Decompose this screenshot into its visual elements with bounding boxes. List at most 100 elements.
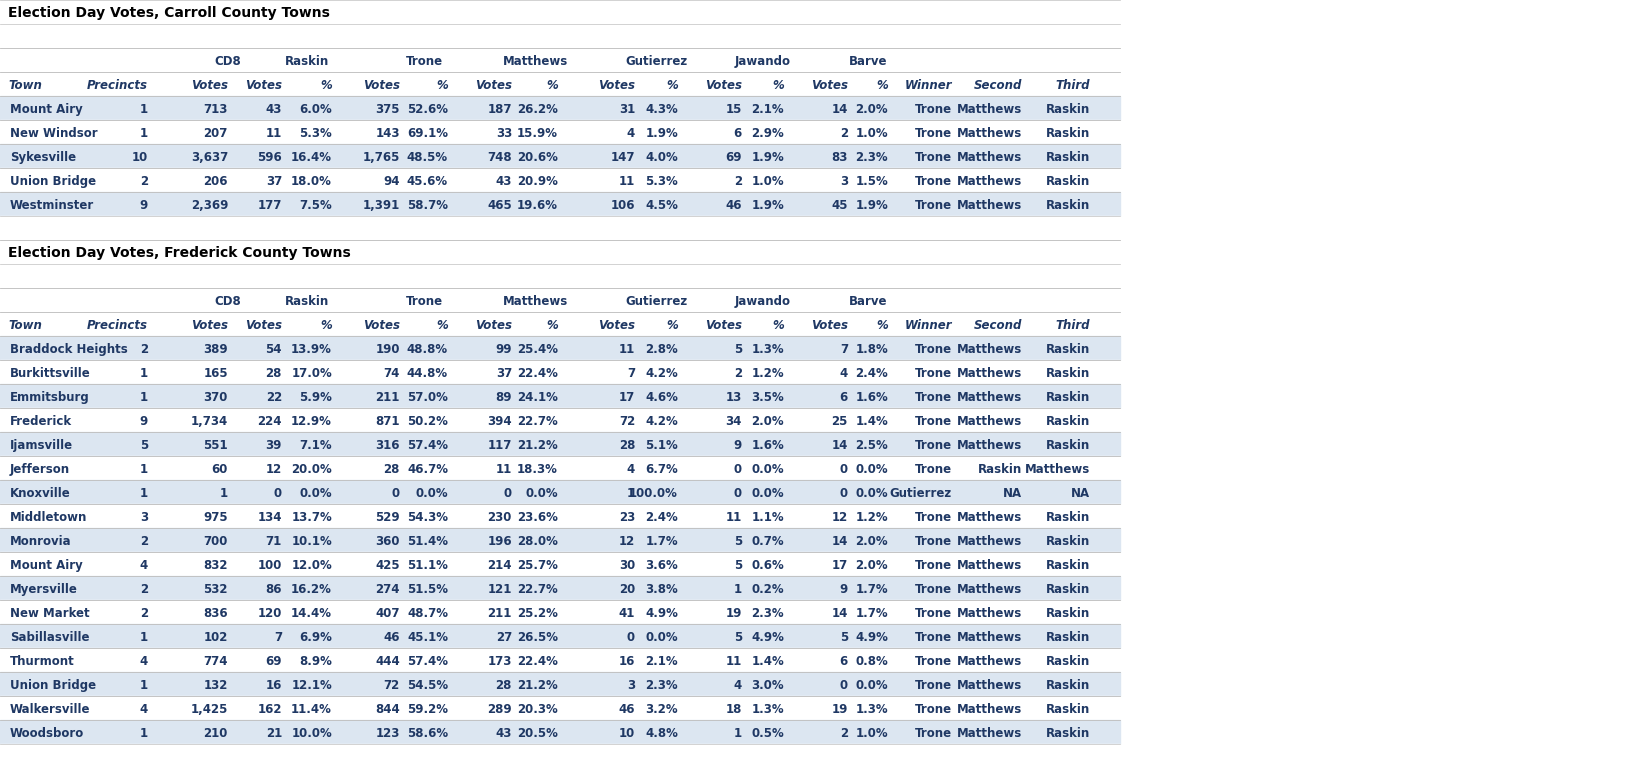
Text: 72: 72 [619,414,635,428]
Text: 12: 12 [619,535,635,548]
Text: 0.8%: 0.8% [855,655,888,667]
Text: 1.0%: 1.0% [855,126,888,140]
Bar [0,336,1120,360]
Text: 94: 94 [383,175,400,188]
Text: Matthews: Matthews [957,414,1022,428]
Text: 48.5%: 48.5% [406,151,447,164]
Text: %: % [436,78,447,92]
Text: Votes: Votes [811,319,849,331]
Text: 5.3%: 5.3% [299,126,332,140]
Bar [0,144,1120,168]
Text: 22.7%: 22.7% [517,414,558,428]
Text: 2,369: 2,369 [191,199,229,212]
Text: 8.9%: 8.9% [299,655,332,667]
Bar [0,744,1120,776]
Text: New Windsor: New Windsor [10,126,97,140]
Text: Raskin: Raskin [1046,703,1091,715]
Text: 120: 120 [258,607,281,620]
Text: 14: 14 [832,438,849,452]
Text: 2.3%: 2.3% [855,151,888,164]
Text: 1.0%: 1.0% [855,726,888,740]
Text: Matthews: Matthews [957,631,1022,644]
Text: 28: 28 [383,462,400,476]
Text: 1: 1 [220,487,229,500]
Text: Third: Third [1056,78,1091,92]
Text: Votes: Votes [245,319,281,331]
Text: Trone: Trone [915,679,952,691]
Text: 1: 1 [140,367,148,379]
Text: Raskin: Raskin [1046,151,1091,164]
Text: 0: 0 [841,462,849,476]
Text: 28: 28 [265,367,281,379]
Text: Walkersville: Walkersville [10,703,90,715]
Text: 1.6%: 1.6% [855,390,888,404]
Text: 11: 11 [266,126,281,140]
Text: 4: 4 [140,655,148,667]
Text: 1.9%: 1.9% [645,126,678,140]
Text: 871: 871 [375,414,400,428]
Text: 10: 10 [132,151,148,164]
Text: %: % [321,78,332,92]
Text: Raskin: Raskin [1046,199,1091,212]
Text: Westminster: Westminster [10,199,94,212]
Text: 16: 16 [265,679,281,691]
Text: Sabillasville: Sabillasville [10,631,89,644]
Bar [0,168,1120,192]
Text: Matthews: Matthews [957,175,1022,188]
Text: 28: 28 [619,438,635,452]
Text: 1.6%: 1.6% [752,438,785,452]
Text: 31: 31 [619,102,635,116]
Text: 17: 17 [619,390,635,404]
Text: 34: 34 [725,414,742,428]
Text: Raskin: Raskin [285,54,329,68]
Text: 0: 0 [734,462,742,476]
Bar [0,672,1120,696]
Text: 0: 0 [392,487,400,500]
Bar [0,504,1120,528]
Text: 3: 3 [627,679,635,691]
Text: 9: 9 [839,583,849,596]
Text: %: % [666,319,678,331]
Text: 1: 1 [140,102,148,116]
Text: 196: 196 [487,535,512,548]
Text: 2.3%: 2.3% [645,679,678,691]
Bar [0,240,1120,264]
Text: 1.8%: 1.8% [855,343,888,355]
Text: 74: 74 [383,367,400,379]
Text: Trone: Trone [915,703,952,715]
Text: 51.5%: 51.5% [406,583,447,596]
Text: 3: 3 [841,175,849,188]
Text: Matthews: Matthews [1025,462,1091,476]
Text: 102: 102 [204,631,229,644]
Text: Monrovia: Monrovia [10,535,72,548]
Text: 6: 6 [839,390,849,404]
Text: Votes: Votes [191,78,229,92]
Text: Votes: Votes [191,319,229,331]
Text: Raskin: Raskin [1046,414,1091,428]
Text: 5.9%: 5.9% [299,390,332,404]
Text: Town: Town [8,78,41,92]
Text: 2.1%: 2.1% [752,102,785,116]
Text: 5: 5 [734,631,742,644]
Text: 43: 43 [265,102,281,116]
Text: Braddock Heights: Braddock Heights [10,343,128,355]
Text: 407: 407 [375,607,400,620]
Text: 1.3%: 1.3% [752,703,785,715]
Text: 0.0%: 0.0% [525,487,558,500]
Text: Matthews: Matthews [957,126,1022,140]
Text: %: % [436,319,447,331]
Text: 16: 16 [619,655,635,667]
Text: 0.0%: 0.0% [855,487,888,500]
Text: 22.4%: 22.4% [517,367,558,379]
Text: Trone: Trone [915,199,952,212]
Text: 230: 230 [487,511,512,524]
Text: 14.4%: 14.4% [291,607,332,620]
Text: Trone: Trone [915,343,952,355]
Text: 1.9%: 1.9% [752,151,785,164]
Text: Thurmont: Thurmont [10,655,74,667]
Bar [0,216,1120,240]
Text: Matthews: Matthews [957,511,1022,524]
Text: Third: Third [1056,319,1091,331]
Text: 7.1%: 7.1% [299,438,332,452]
Text: 83: 83 [832,151,849,164]
